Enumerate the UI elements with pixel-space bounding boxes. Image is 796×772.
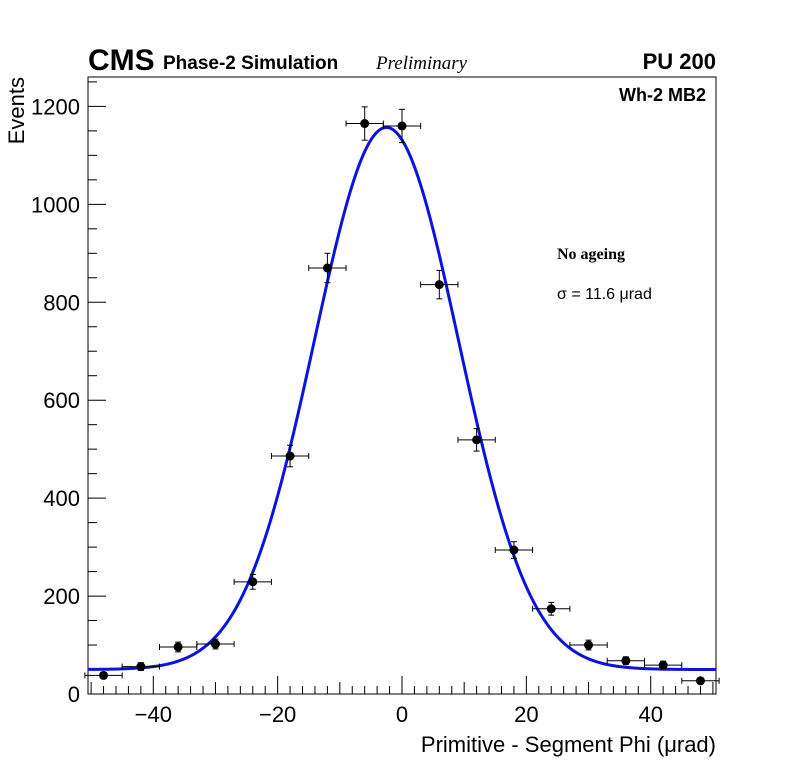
data-point [159, 641, 198, 653]
x-axis-ticks: −40 −20 0 20 40 [90, 676, 714, 727]
point-marker [472, 435, 482, 445]
point-marker [248, 577, 258, 587]
cms-label: CMS [88, 44, 155, 77]
point-marker [210, 639, 220, 649]
point-marker [658, 660, 668, 670]
point-marker [546, 604, 556, 614]
data-point [382, 108, 422, 144]
data-point [84, 670, 123, 680]
point-marker [136, 662, 146, 672]
data-point [532, 601, 571, 616]
x-tick-label: −20 [259, 702, 296, 727]
point-marker [584, 640, 594, 650]
data-point [345, 106, 384, 141]
x-tick-label: 20 [514, 702, 538, 727]
data-point [196, 638, 235, 650]
y-tick-label: 200 [43, 584, 80, 609]
point-marker [173, 642, 183, 652]
sigma-label: σ = 11.6 μrad [557, 286, 652, 303]
data-point [606, 656, 645, 666]
y-axis-ticks: 0 200 400 600 800 1000 1200 [31, 81, 106, 707]
legend-title: No ageing [557, 246, 625, 263]
y-tick-label: 800 [43, 290, 80, 315]
data-point [308, 252, 347, 284]
data-point [494, 541, 534, 559]
data-point [121, 662, 161, 672]
point-marker [509, 545, 519, 555]
y-axis-title: Events [4, 77, 29, 144]
data-point [270, 444, 310, 468]
point-marker [360, 119, 370, 129]
plot-frame [87, 76, 717, 695]
pileup-label: PU 200 [643, 49, 716, 74]
y-tick-label: 1200 [31, 94, 80, 119]
point-marker [434, 280, 444, 290]
x-tick-label: 0 [396, 702, 408, 727]
point-marker [621, 656, 631, 666]
data-point [569, 639, 608, 651]
simulation-label: Phase-2 Simulation [163, 53, 338, 74]
data-point [457, 428, 496, 452]
fit-curve [87, 125, 716, 671]
x-tick-label: 40 [638, 702, 662, 727]
point-marker [99, 670, 109, 680]
point-marker [695, 676, 705, 686]
data-points [84, 106, 720, 686]
x-tick-label: −40 [135, 702, 172, 727]
y-tick-label: 600 [43, 388, 80, 413]
data-point [643, 660, 683, 670]
y-tick-label: 0 [68, 682, 80, 707]
fit-layer [87, 125, 716, 671]
preliminary-label: Preliminary [375, 53, 468, 74]
point-marker [397, 121, 407, 131]
y-tick-label: 400 [43, 486, 80, 511]
point-marker [285, 451, 295, 461]
x-axis-title: Primitive - Segment Phi (μrad) [421, 732, 716, 757]
y-tick-label: 1000 [31, 192, 80, 217]
category-label: Wh-2 MB2 [619, 85, 706, 105]
data-point [233, 574, 272, 590]
data-point [420, 269, 459, 300]
data-point [681, 676, 720, 686]
point-marker [322, 263, 332, 273]
